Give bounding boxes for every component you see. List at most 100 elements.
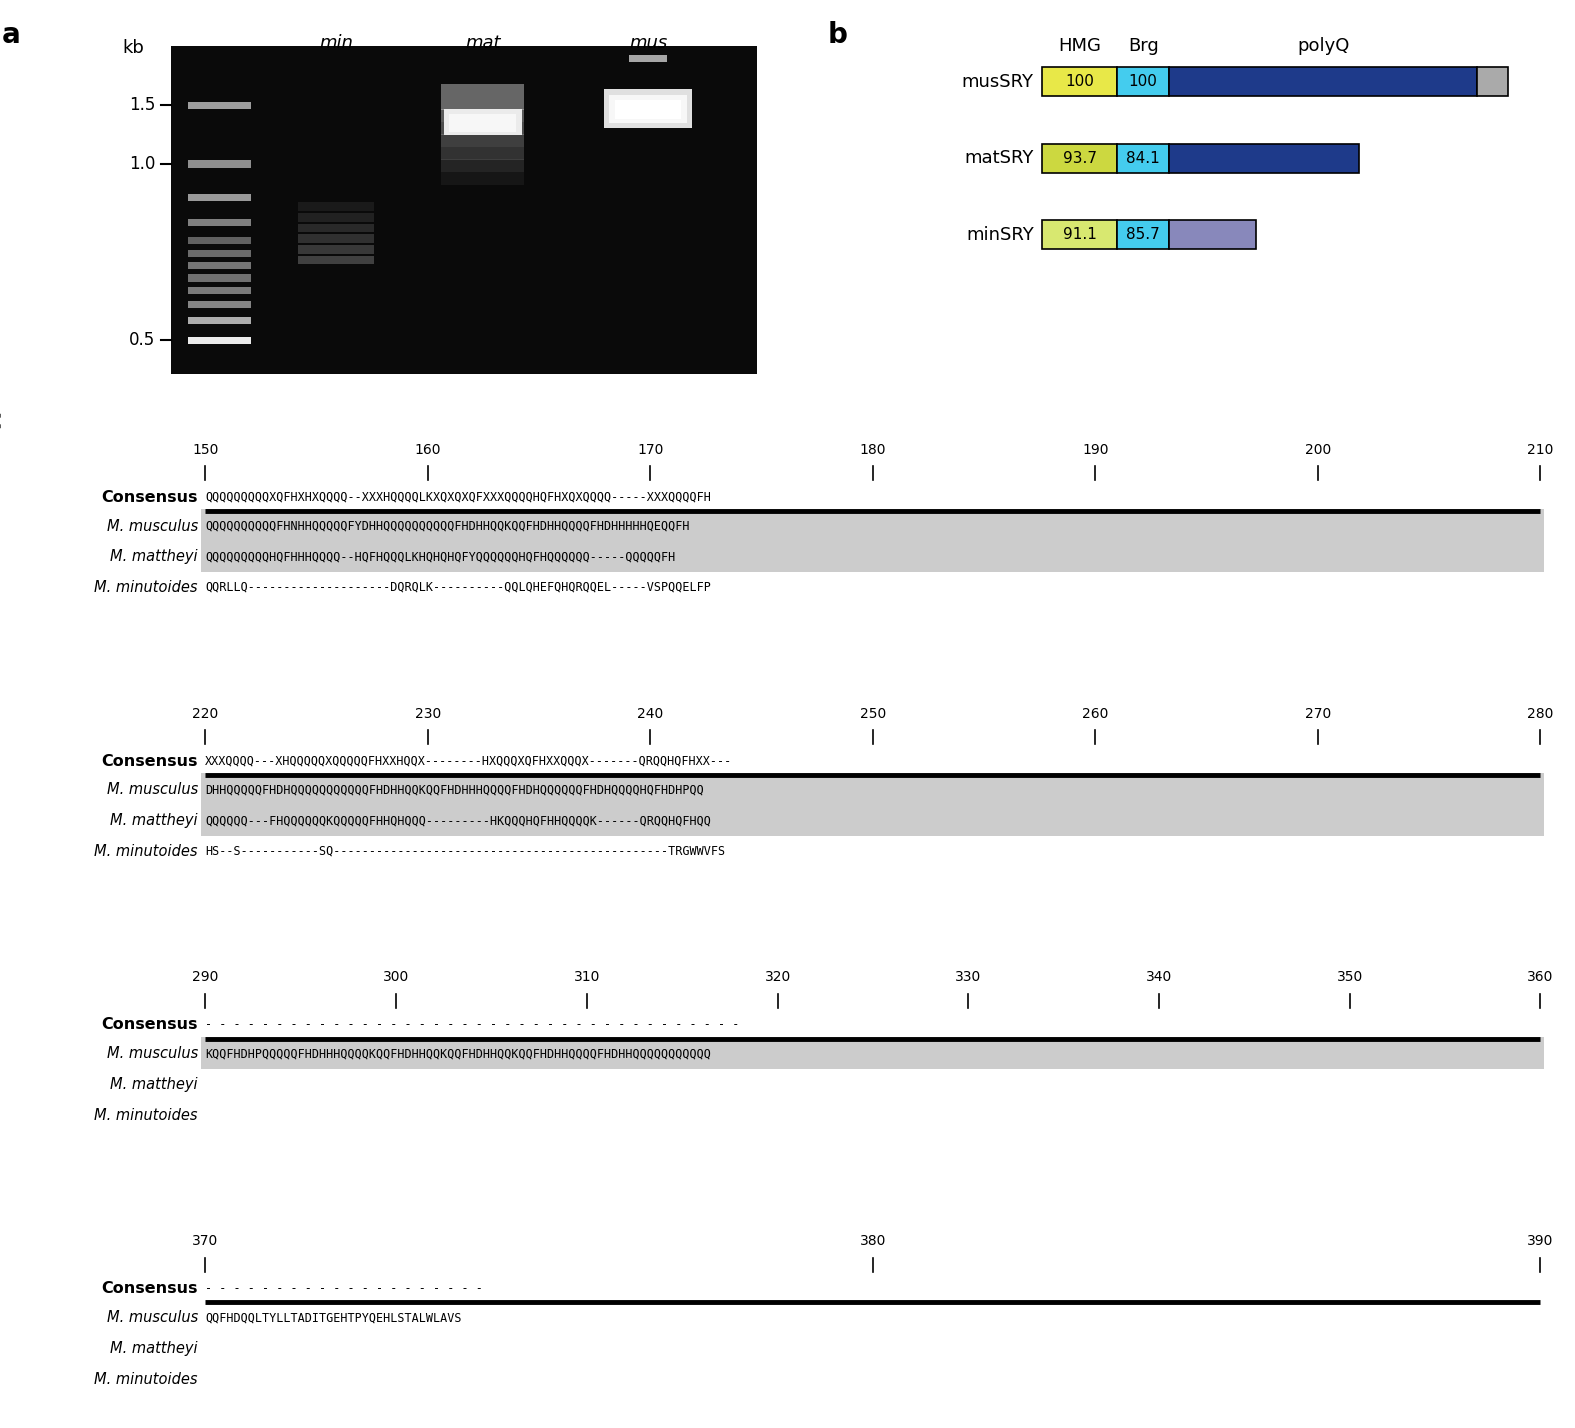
Text: QQQQQQQQQXQFHXHXQQQQ--XXXHQQQQLKXQXQXQFXXXQQQQHQFHXQXQQQQ-----XXXQQQQFH: QQQQQQQQQXQFHXHXQQQQ--XXXHQQQQLKXQXQXQFX…: [205, 491, 712, 504]
Text: 230: 230: [414, 707, 441, 721]
Bar: [187, 160, 250, 167]
Bar: [187, 194, 250, 201]
Bar: [441, 97, 524, 110]
Text: M. musculus: M. musculus: [107, 518, 198, 534]
Text: M. musculus: M. musculus: [107, 783, 198, 797]
Bar: [202, 1037, 1543, 1070]
Bar: [298, 224, 373, 233]
Text: M. minutoides: M. minutoides: [94, 580, 198, 595]
Bar: [1043, 220, 1117, 250]
Text: 170: 170: [638, 443, 663, 457]
Text: 100: 100: [1129, 74, 1158, 89]
Text: QQQQQQQQQQFHNHHQQQQQFYDHHQQQQQQQQQQFHDHHQQKQQFHDHHQQQQFHDHHHHHQEQQFH: QQQQQQQQQQFHNHHQQQQQFYDHHQQQQQQQQQQFHDHH…: [205, 520, 690, 533]
Text: a: a: [2, 21, 20, 50]
Bar: [187, 261, 250, 268]
Text: 84.1: 84.1: [1126, 151, 1161, 166]
Text: 370: 370: [192, 1234, 219, 1248]
Bar: [187, 287, 250, 294]
Bar: [610, 96, 687, 123]
Text: Consensus: Consensus: [101, 1017, 198, 1032]
Bar: [298, 246, 373, 254]
Bar: [441, 121, 524, 134]
Text: kb: kb: [123, 39, 145, 57]
Text: QQQQQQQQQHQFHHHQQQQ--HQFHQQQLKHQHQHQFYQQQQQQHQFHQQQQQQ-----QQQQQFH: QQQQQQQQQHQFHHHQQQQ--HQFHQQQLKHQHQHQFYQQ…: [205, 550, 676, 563]
Text: 330: 330: [954, 971, 981, 984]
Text: 180: 180: [860, 443, 887, 457]
Text: KQQFHDHPQQQQQFHDHHHQQQQKQQFHDHHQQKQQFHDHHQQKQQFHDHHQQQQFHDHHQQQQQQQQQQQ: KQQFHDHPQQQQQFHDHHHQQQQKQQFHDHHQQKQQFHDH…: [205, 1047, 712, 1061]
Text: mus: mus: [628, 34, 668, 51]
Text: XXXQQQQ---XHQQQQQXQQQQQFHXXHQQX--------HXQQQXQFHXXQQQX-------QRQQHQFHXX---: XXXQQQQ---XHQQQQQXQQQQQFHXXHQQX--------H…: [205, 754, 732, 767]
Text: 260: 260: [1082, 707, 1109, 721]
Bar: [1043, 144, 1117, 173]
Text: 220: 220: [192, 707, 219, 721]
Text: M. mattheyi: M. mattheyi: [110, 1077, 198, 1092]
Text: 100: 100: [1065, 74, 1095, 89]
Bar: [202, 540, 1543, 573]
Text: 150: 150: [192, 443, 219, 457]
Text: 350: 350: [1337, 971, 1362, 984]
Bar: [187, 250, 250, 257]
Bar: [441, 134, 524, 147]
Text: Consensus: Consensus: [101, 1281, 198, 1297]
Text: 340: 340: [1147, 971, 1172, 984]
Bar: [187, 337, 250, 344]
Bar: [441, 84, 524, 97]
Text: 280: 280: [1528, 707, 1553, 721]
Bar: [187, 274, 250, 281]
Bar: [1169, 144, 1359, 173]
Bar: [605, 89, 691, 129]
Bar: [630, 54, 666, 63]
Bar: [1169, 220, 1257, 250]
Text: HS--S-----------SQ-----------------------------------------------TRGWWVFS: HS--S-----------SQ----------------------…: [205, 845, 726, 858]
Text: 320: 320: [764, 971, 791, 984]
Text: HMG: HMG: [1058, 37, 1101, 56]
Text: c: c: [0, 407, 3, 436]
Text: 160: 160: [414, 443, 441, 457]
Bar: [170, 46, 758, 374]
Text: 390: 390: [1528, 1234, 1553, 1248]
Text: 190: 190: [1082, 443, 1109, 457]
Text: 360: 360: [1528, 971, 1553, 984]
Bar: [187, 237, 250, 244]
Text: 310: 310: [573, 971, 600, 984]
Text: 0.5: 0.5: [129, 331, 156, 350]
Text: 91.1: 91.1: [1063, 227, 1096, 243]
Text: 380: 380: [860, 1234, 887, 1248]
Text: min: min: [320, 34, 353, 51]
Bar: [187, 317, 250, 324]
Bar: [1043, 67, 1117, 96]
Text: 200: 200: [1304, 443, 1331, 457]
Bar: [441, 171, 524, 184]
Bar: [614, 100, 680, 120]
Text: 1.5: 1.5: [129, 96, 156, 114]
Bar: [444, 109, 521, 136]
Bar: [1117, 67, 1169, 96]
Text: Consensus: Consensus: [101, 490, 198, 504]
Text: 85.7: 85.7: [1126, 227, 1161, 243]
Bar: [202, 773, 1543, 805]
Bar: [441, 160, 524, 173]
Text: - - - - - - - - - - - - - - - - - - - -: - - - - - - - - - - - - - - - - - - - -: [205, 1282, 484, 1295]
Text: 290: 290: [192, 971, 219, 984]
Bar: [187, 101, 250, 109]
Text: DHHQQQQQFHDHQQQQQQQQQQQFHDHHQQKQQFHDHHHQQQQFHDHQQQQQQFHDHQQQQHQFHDHPQQ: DHHQQQQQFHDHQQQQQQQQQQQFHDHHQQKQQFHDHHHQ…: [205, 784, 704, 797]
Bar: [1117, 220, 1169, 250]
Bar: [202, 508, 1543, 541]
Text: 300: 300: [383, 971, 410, 984]
Bar: [187, 301, 250, 308]
Text: QQQQQQ---FHQQQQQQKQQQQQFHHQHQQQ---------HKQQQHQFHHQQQQK------QRQQHQFHQQ: QQQQQQ---FHQQQQQQKQQQQQFHHQHQQQ---------…: [205, 814, 712, 827]
Text: matSRY: matSRY: [964, 150, 1033, 167]
Bar: [1477, 67, 1507, 96]
Text: M. mattheyi: M. mattheyi: [110, 813, 198, 828]
Text: 1.0: 1.0: [129, 154, 156, 173]
Text: 93.7: 93.7: [1063, 151, 1096, 166]
Bar: [1117, 144, 1169, 173]
Text: - - - - - - - - - - - - - - - - - - - - - - - - - - - - - - - - - - - - - -: - - - - - - - - - - - - - - - - - - - - …: [205, 1018, 740, 1031]
Bar: [187, 218, 250, 226]
Text: QQRLLQ--------------------DQRQLK----------QQLQHEFQHQRQQEL-----VSPQQELFP: QQRLLQ--------------------DQRQLK--------…: [205, 581, 712, 594]
Text: M. musculus: M. musculus: [107, 1311, 198, 1325]
Text: b: b: [827, 21, 847, 50]
Text: 270: 270: [1304, 707, 1331, 721]
Bar: [298, 256, 373, 264]
Text: M. minutoides: M. minutoides: [94, 844, 198, 858]
